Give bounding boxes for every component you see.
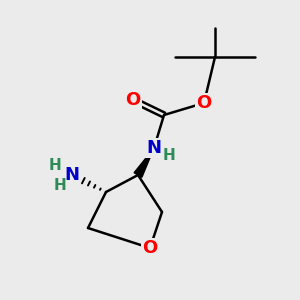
Text: O: O xyxy=(142,239,158,257)
Text: H: H xyxy=(163,148,176,164)
Polygon shape xyxy=(134,148,154,177)
Text: O: O xyxy=(125,91,141,109)
Text: H: H xyxy=(49,158,62,172)
Text: N: N xyxy=(64,166,80,184)
Text: N: N xyxy=(146,139,161,157)
Text: O: O xyxy=(196,94,211,112)
Text: H: H xyxy=(54,178,66,193)
